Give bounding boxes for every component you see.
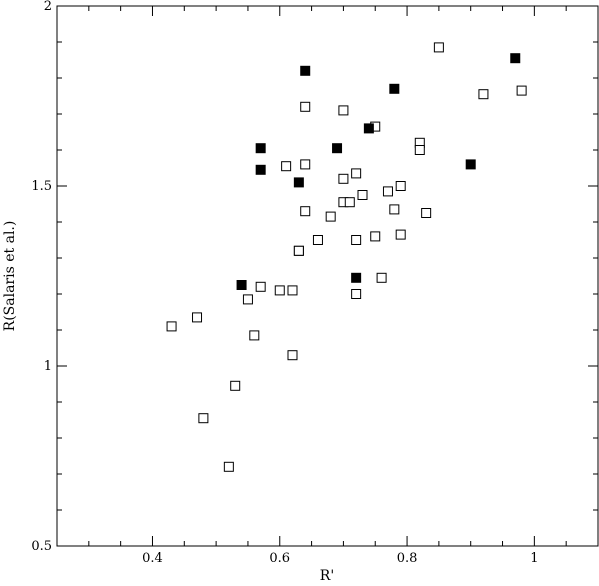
open-square-point [223,461,234,472]
filled-square-point [236,280,247,290]
open-square-point [242,294,253,305]
open-square-point [516,85,527,96]
open-square-point [192,312,203,323]
open-square-point [293,245,304,256]
open-square-point [382,186,393,197]
filled-square-point [255,164,266,175]
x-tick-label: 0.4 [142,551,163,566]
y-tick-label: 0.5 [31,539,52,554]
open-square-point [287,350,298,361]
open-square-point [300,159,311,170]
x-tick-label: 1 [530,551,538,566]
open-square-point [338,173,349,184]
open-square-point [421,208,432,218]
y-axis-label: R(Salaris et al.) [2,221,18,332]
open-square-point [351,289,362,299]
open-square-point [351,168,362,179]
filled-square-point [465,159,476,170]
y-tick-label: 1.5 [31,179,52,194]
filled-square-point [293,177,304,188]
x-axis-label: R' [320,568,334,584]
open-square-point [230,380,241,391]
plot-frame [56,5,599,547]
open-square-point [325,211,336,222]
open-square-point [351,235,362,245]
open-square-point [255,281,266,292]
y-tick-label: 2 [44,0,52,14]
filled-square-point [363,123,374,134]
open-square-point [370,231,381,242]
axis-ticks [56,5,599,547]
open-square-point [166,321,177,332]
open-square-point [287,285,298,296]
open-square-point [433,42,444,53]
open-square-point [338,105,349,116]
open-square-point [395,181,406,191]
open-square-point [281,161,292,172]
open-square-point [300,206,311,217]
y-tick-label: 1 [44,359,52,374]
open-square-point [414,145,425,155]
open-square-point [198,413,209,424]
filled-square-point [510,53,521,64]
x-tick-label: 0.6 [269,551,290,566]
open-square-point [300,101,311,112]
axis-tick-labels: 0.4 0.6 0.8 1 0.5 1 1.5 2 [31,0,538,566]
open-square-point [357,190,368,200]
x-tick-label: 0.8 [397,551,418,566]
data-points [166,42,527,472]
filled-square-point [332,143,343,154]
open-square-point [312,235,323,245]
filled-square-point [255,143,266,154]
open-square-point [344,197,355,208]
filled-square-point [389,83,400,94]
open-square-point [478,89,489,100]
filled-square-point [300,65,311,76]
filled-square-point [351,272,362,283]
open-square-point [389,204,400,215]
open-square-point [274,285,285,296]
open-square-point [376,272,387,283]
open-square-point [395,229,406,240]
open-square-point [249,330,260,341]
